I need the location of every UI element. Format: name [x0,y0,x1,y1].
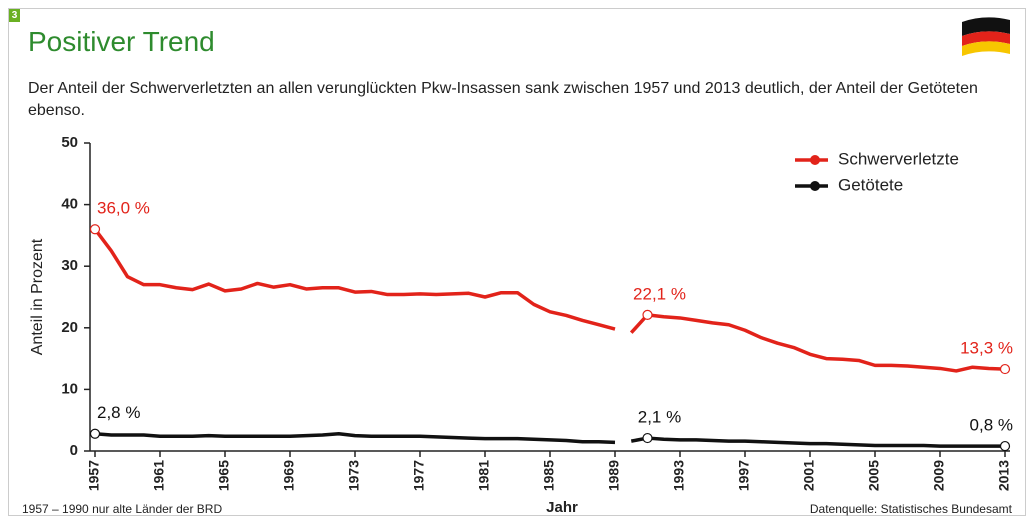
y-tick-label: 30 [61,257,78,274]
x-tick-label: 1981 [476,460,492,491]
y-tick-label: 10 [61,380,78,397]
series-line [93,228,616,331]
series-line [94,432,616,445]
point-marker [999,440,1011,452]
x-tick-label: 1985 [541,460,557,491]
x-tick-label: 1973 [346,460,362,491]
frame [8,8,1026,516]
x-tick-label: 2009 [931,460,947,491]
x-tick-label: 1957 [86,460,102,491]
x-axis-label: Jahr [546,499,578,516]
x-tick-label: 2001 [801,460,817,491]
x-tick-label: 1969 [281,460,297,491]
x-tick-label: 2013 [996,460,1012,491]
badge: 3 [9,9,20,22]
point-marker [89,224,101,235]
data-label: 0,8 % [970,416,1013,435]
legend-marker [810,155,820,165]
x-tick-label: 2005 [866,460,882,491]
x-tick-label: 1961 [151,460,167,491]
legend-marker [810,181,820,191]
footnote: 1957 – 1990 nur alte Länder der BRD [22,502,222,516]
x-tick-label: 1977 [411,460,427,491]
x-tick-label: 1989 [606,460,622,491]
point-marker [642,432,653,444]
y-tick-label: 50 [61,134,78,151]
flag [962,17,1010,56]
point-marker [89,428,101,439]
series-line [629,313,1006,373]
chart-subtitle: Der Anteil der Schwerverletzten an allen… [28,80,978,119]
point-marker [642,309,653,320]
legend-label: Getötete [838,175,903,194]
y-axis-label: Anteil in Prozent [29,238,46,355]
x-tick-label: 1993 [671,460,687,491]
x-tick-label: 1997 [736,460,752,491]
data-label: 2,1 % [638,408,681,427]
y-tick-label: 0 [70,442,78,459]
data-label: 2,8 % [97,403,140,422]
data-label: 36,0 % [97,199,150,218]
chart-title: Positiver Trend [28,26,215,57]
point-marker [999,363,1011,375]
legend-label: Schwerverletzte [838,149,959,168]
data-label: 13,3 % [960,339,1013,358]
x-tick-label: 1965 [216,460,232,491]
series-line [630,436,1005,448]
data-label: 22,1 % [633,284,686,303]
source: Datenquelle: Statistisches Bundesamt [810,502,1013,516]
y-tick-label: 20 [61,319,78,336]
y-tick-label: 40 [61,196,78,213]
